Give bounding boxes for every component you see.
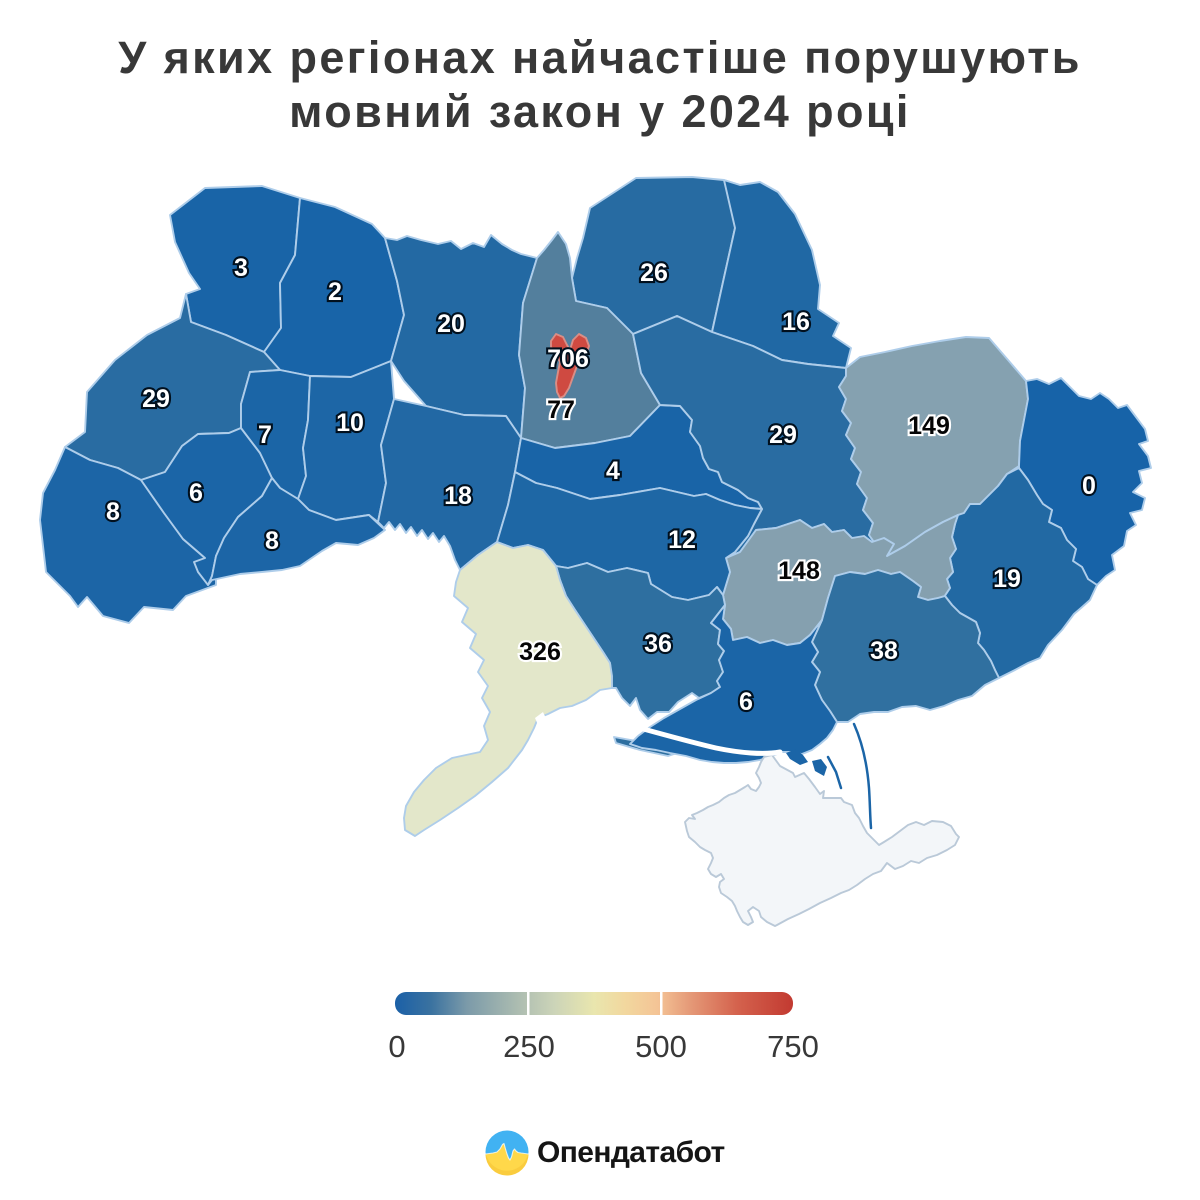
svg-text:29: 29 (769, 421, 797, 449)
svg-text:8: 8 (265, 527, 279, 555)
svg-text:326: 326 (519, 638, 561, 666)
svg-text:250: 250 (503, 1029, 555, 1064)
svg-text:750: 750 (767, 1029, 819, 1064)
svg-text:12: 12 (668, 526, 696, 554)
svg-text:4: 4 (606, 457, 620, 485)
svg-text:2: 2 (328, 278, 342, 306)
svg-text:7: 7 (258, 421, 272, 449)
svg-text:706: 706 (547, 345, 589, 373)
svg-text:0: 0 (388, 1029, 405, 1064)
svg-text:19: 19 (993, 565, 1021, 593)
svg-text:0: 0 (1082, 472, 1096, 500)
svg-text:8: 8 (106, 498, 120, 526)
svg-text:18: 18 (444, 482, 472, 510)
svg-text:77: 77 (547, 396, 575, 424)
svg-text:6: 6 (739, 688, 753, 716)
svg-text:10: 10 (336, 409, 364, 437)
svg-text:36: 36 (644, 630, 672, 658)
svg-text:149: 149 (908, 412, 950, 440)
svg-text:500: 500 (635, 1029, 687, 1064)
svg-text:29: 29 (142, 385, 170, 413)
svg-text:38: 38 (870, 637, 898, 665)
svg-text:20: 20 (437, 310, 465, 338)
svg-text:3: 3 (234, 254, 248, 282)
svg-text:16: 16 (782, 308, 810, 336)
svg-text:26: 26 (640, 259, 668, 287)
svg-text:6: 6 (189, 479, 203, 507)
svg-text:148: 148 (778, 557, 820, 585)
